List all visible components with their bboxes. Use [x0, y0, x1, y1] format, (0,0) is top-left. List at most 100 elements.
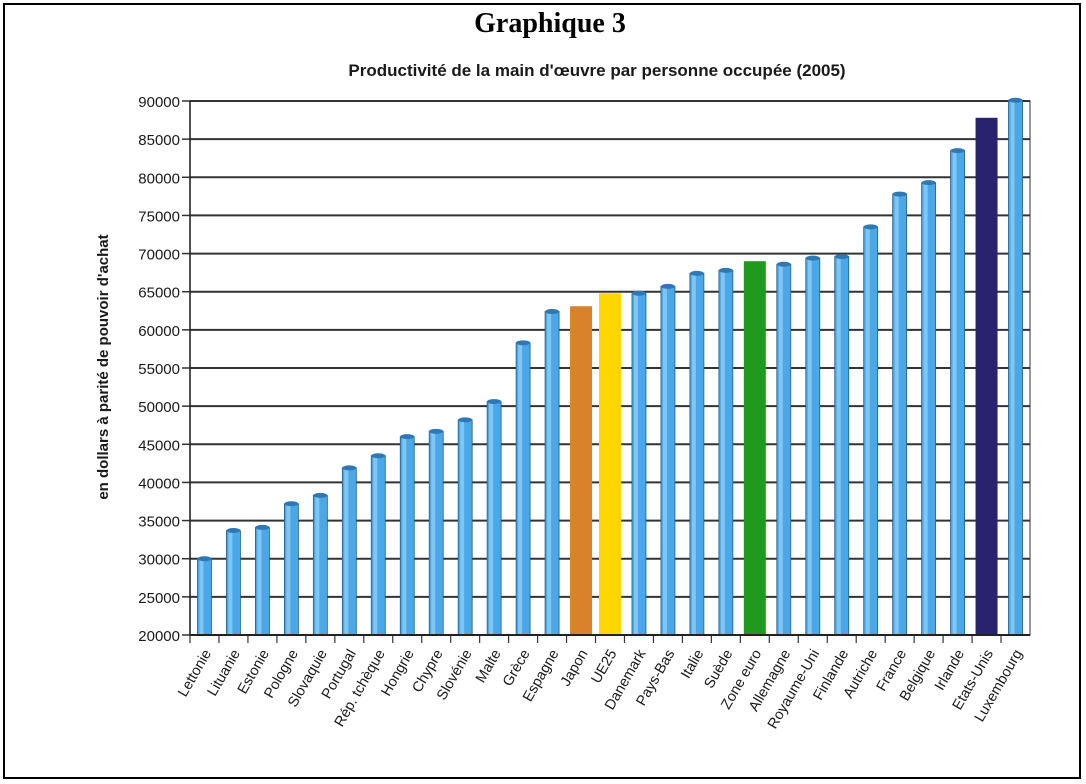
- bar-france: [892, 191, 908, 636]
- x-tick-label: Japon: [558, 647, 592, 689]
- y-tick-label: 35000: [138, 514, 180, 531]
- bar-cap: [197, 556, 212, 562]
- bar-cap: [226, 527, 241, 533]
- y-tick-label: 85000: [138, 132, 180, 149]
- bar-cap: [834, 254, 849, 260]
- bar-highlight: [633, 294, 638, 634]
- bar-cap: [255, 524, 270, 530]
- bar-belgique: [921, 180, 937, 636]
- bar-danemark: [631, 290, 647, 636]
- bar-cap: [516, 340, 531, 346]
- bar-luxembourg: [1008, 97, 1023, 636]
- x-tick-label: Italie: [678, 647, 707, 682]
- bar-cap: [950, 148, 965, 154]
- bar: [570, 306, 593, 635]
- bar-highlight: [286, 504, 291, 634]
- bar-cap: [400, 434, 415, 440]
- bar-highlight: [431, 432, 436, 634]
- bar-highlight: [865, 227, 870, 634]
- y-tick-label: 20000: [138, 628, 180, 645]
- y-tick-label: 65000: [138, 285, 180, 302]
- bar-cap: [718, 267, 733, 273]
- bar-espagne: [544, 309, 560, 636]
- bar-cap: [545, 309, 560, 315]
- bar-highlight: [952, 151, 957, 635]
- bar-su-de: [718, 267, 734, 636]
- bar-cap: [458, 417, 473, 423]
- bar-finlande: [834, 254, 850, 636]
- bar-slov-nie: [457, 417, 473, 636]
- bar-highlight: [373, 456, 378, 634]
- bars: [197, 97, 1023, 636]
- bar-cap: [689, 270, 704, 276]
- bar-royaume-uni: [805, 255, 821, 636]
- bar-highlight: [489, 402, 494, 634]
- bar-highlight: [807, 259, 812, 634]
- bar-cap: [805, 255, 820, 261]
- bar-highlight: [662, 287, 667, 634]
- bar-pays-bas: [660, 283, 676, 636]
- bar-r-p-tch-que: [370, 453, 386, 636]
- bar-allemagne: [776, 261, 792, 636]
- bar-etats-unis: [975, 117, 998, 636]
- bar-gr-ce: [515, 340, 531, 636]
- y-tick-label: 50000: [138, 399, 180, 416]
- y-tick-label: 90000: [138, 94, 180, 111]
- bar-pologne: [283, 501, 299, 636]
- bar-cap: [487, 399, 502, 405]
- y-tick-label: 60000: [138, 323, 180, 340]
- bar-cap: [313, 492, 328, 498]
- y-axis-label: en dollars à parité de pouvoir d'achat: [95, 234, 112, 499]
- bar-italie: [689, 270, 705, 636]
- bar-highlight: [836, 257, 841, 634]
- bar-cap: [1008, 97, 1023, 103]
- bar: [599, 293, 621, 635]
- bar-highlight: [257, 528, 262, 634]
- bar-cap: [371, 453, 386, 459]
- y-tick-label: 25000: [138, 590, 180, 607]
- bar-highlight: [894, 195, 899, 634]
- bar-cap: [631, 290, 646, 296]
- bar-highlight: [228, 531, 233, 634]
- bar-highlight: [402, 437, 407, 634]
- bar-cap: [892, 191, 907, 197]
- bar-highlight: [344, 468, 349, 634]
- chart-title: Productivité de la main d'œuvre par pers…: [348, 61, 845, 80]
- bar-highlight: [547, 312, 552, 634]
- bar-highlight: [518, 343, 523, 634]
- bar-highlight: [460, 420, 465, 634]
- bar-cap: [921, 180, 936, 186]
- bar-lituanie: [226, 527, 241, 636]
- bar-cap: [342, 465, 357, 471]
- bar-cap: [284, 501, 299, 507]
- bar-chypre: [428, 428, 444, 636]
- bar-highlight: [720, 271, 725, 634]
- y-axis-ticks: 90000 85000 80000 75000 70000 65000 60000 55000…: [138, 94, 190, 645]
- bar-lettonie: [197, 556, 212, 636]
- bar-highlight: [1010, 101, 1015, 635]
- y-tick-label: 80000: [138, 170, 180, 187]
- bar-ue25: [599, 293, 621, 635]
- figure-heading: Graphique 3: [474, 8, 626, 39]
- bar-highlight: [923, 183, 928, 634]
- bar-zone-euro: [743, 261, 766, 635]
- bar-cap: [776, 261, 791, 267]
- bar-highlight: [315, 496, 320, 634]
- bar-highlight: [778, 265, 783, 634]
- bar-cap: [660, 283, 675, 289]
- y-tick-label: 40000: [138, 475, 180, 492]
- bar-irlande: [950, 148, 965, 636]
- bar-highlight: [199, 559, 204, 634]
- bar-autriche: [863, 224, 879, 636]
- y-tick-label: 30000: [138, 552, 180, 569]
- bar-estonie: [255, 524, 270, 636]
- bar-highlight: [691, 274, 696, 634]
- y-tick-label: 55000: [138, 361, 180, 378]
- y-tick-label: 75000: [138, 208, 180, 225]
- y-tick-label: 70000: [138, 247, 180, 264]
- y-tick-label: 45000: [138, 437, 180, 454]
- bar-cap: [863, 224, 878, 230]
- bar-japon: [570, 306, 593, 635]
- bar-malte: [486, 399, 502, 636]
- bar-hongrie: [399, 434, 415, 636]
